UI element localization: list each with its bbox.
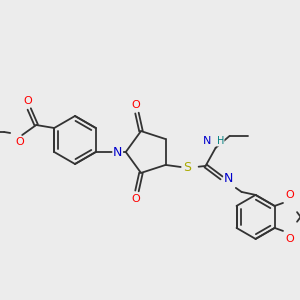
Text: S: S bbox=[184, 161, 192, 174]
Text: O: O bbox=[132, 100, 140, 110]
Text: N: N bbox=[224, 172, 233, 185]
Text: O: O bbox=[285, 190, 294, 200]
Text: O: O bbox=[24, 96, 33, 106]
Text: N: N bbox=[113, 146, 122, 158]
Text: N: N bbox=[203, 136, 212, 146]
Text: O: O bbox=[16, 137, 25, 147]
Text: O: O bbox=[132, 194, 140, 204]
Text: H: H bbox=[217, 136, 224, 146]
Text: O: O bbox=[285, 234, 294, 244]
